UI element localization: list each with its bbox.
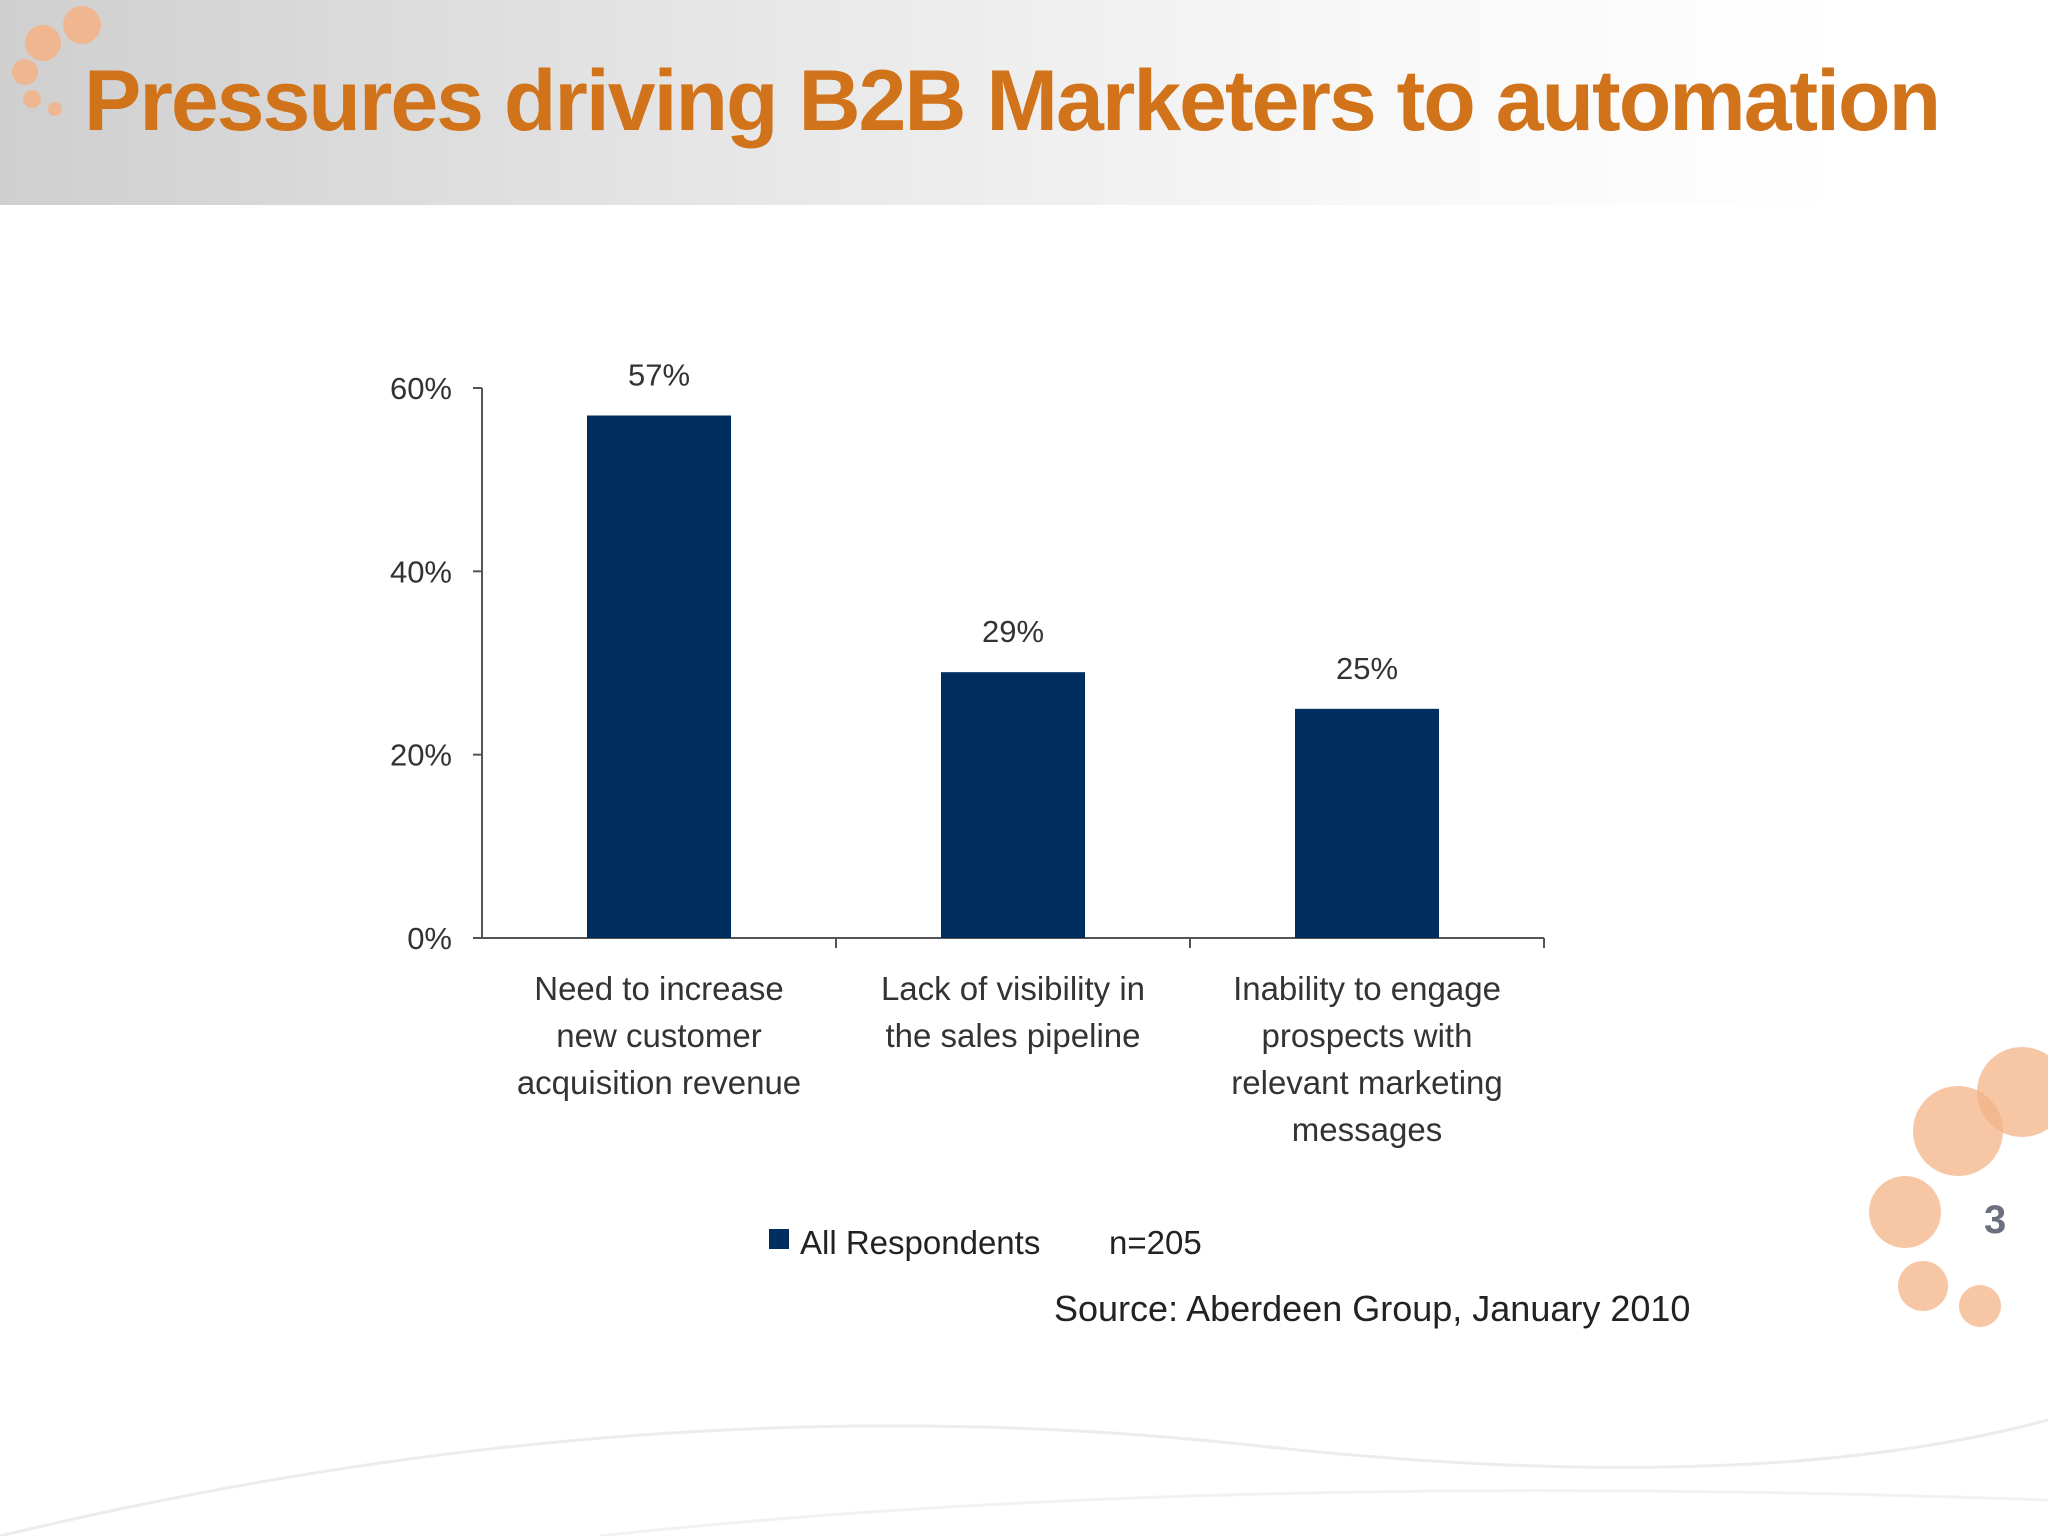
bubble-decoration [1869, 1176, 1941, 1248]
x-category-label-line: relevant marketing [1231, 1064, 1502, 1101]
x-category-label-line: Inability to engage [1233, 970, 1501, 1007]
bar [941, 672, 1085, 938]
bubble-decoration [23, 90, 41, 108]
data-label: 57% [628, 358, 690, 393]
bubble-decoration [48, 102, 62, 116]
y-tick-label: 60% [390, 371, 452, 406]
bar [1295, 708, 1439, 938]
legend-note: n=205 [1109, 1224, 1202, 1261]
x-category-label-line: prospects with [1262, 1017, 1473, 1054]
source-note: Source: Aberdeen Group, January 2010 [1054, 1288, 1691, 1329]
swoosh-decoration [599, 1489, 2048, 1536]
x-category-label-line: new customer [556, 1017, 761, 1054]
page-number: 3 [1984, 1198, 2007, 1242]
swoosh-decoration [0, 1418, 2048, 1536]
x-category-label-line: the sales pipeline [885, 1017, 1140, 1054]
bubble-decoration [1898, 1261, 1948, 1311]
y-tick-label: 20% [390, 738, 452, 773]
chart-bars [587, 415, 1439, 938]
x-category-label-line: Need to increase [534, 970, 783, 1007]
bubble-decoration [12, 59, 38, 85]
x-category-label-line: messages [1292, 1111, 1442, 1148]
x-category-label-line: Lack of visibility in [881, 970, 1145, 1007]
y-tick-label: 0% [407, 921, 452, 956]
x-category-label: Lack of visibility in the sales pipeline [881, 970, 1145, 1054]
bubble-decoration [63, 6, 101, 44]
slide-title: Pressures driving B2B Marketers to autom… [84, 53, 1941, 149]
x-category-label: Inability to engage prospects with relevan… [1231, 970, 1502, 1148]
bubble-decoration [1913, 1086, 2003, 1176]
data-label: 25% [1336, 651, 1398, 686]
chart-labels: 57% Need to increase new customer acquisiti… [517, 358, 1503, 1149]
bubble-decoration [25, 25, 61, 61]
x-category-label: Need to increase new customer acquisition … [517, 970, 801, 1101]
legend-swatch [769, 1229, 789, 1249]
bubble-decoration [1959, 1285, 2001, 1327]
y-tick-label: 40% [390, 554, 452, 589]
chart-legend: All Respondents n=205 [769, 1224, 1202, 1261]
legend-label: All Respondents [800, 1224, 1040, 1261]
bar [587, 415, 731, 938]
data-label: 29% [982, 614, 1044, 649]
x-category-label-line: acquisition revenue [517, 1064, 801, 1101]
header-band [0, 0, 2048, 205]
